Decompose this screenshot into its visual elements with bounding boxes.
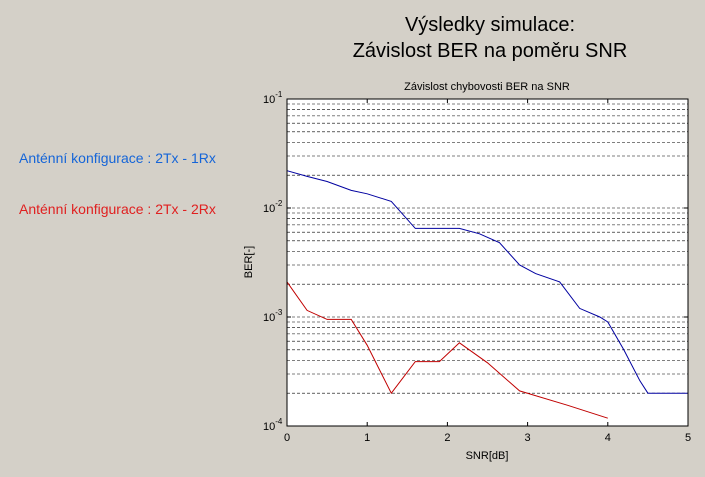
x-tick-label: 0: [284, 432, 290, 444]
y-tick-label: 10-3: [263, 308, 283, 324]
series-line-2: [286, 281, 608, 419]
x-tick-label: 3: [525, 432, 531, 444]
x-tick-label: 2: [444, 432, 450, 444]
main-title-line2: Závislost BER na poměru SNR: [352, 40, 628, 62]
series-layer: [286, 170, 688, 419]
x-axis-label: SNR[dB]: [466, 450, 509, 462]
plot-frame: [286, 98, 689, 427]
x-tick-label: 4: [605, 432, 611, 444]
y-tick-label: 10-1: [263, 90, 283, 106]
plot-area: [287, 99, 688, 426]
main-title: Výsledky simulace: Závislost BER na pomě…: [290, 12, 690, 64]
y-tick-label: 10-2: [263, 199, 283, 215]
chart-title: Závislost chybovosti BER na SNR: [404, 81, 570, 93]
legend-entry-2tx-1rx: Anténní konfigurace : 2Tx - 1Rx: [19, 150, 216, 166]
series-line-1: [286, 170, 688, 394]
legend-entry-2tx-2rx: Anténní konfigurace : 2Tx - 2Rx: [19, 201, 216, 217]
main-title-line1: Výsledky simulace:: [404, 14, 576, 36]
x-tick-label: 5: [685, 432, 691, 444]
y-tick-label: 10-4: [263, 417, 283, 433]
grid-lines: [287, 103, 688, 394]
y-axis-label: BER[-]: [243, 246, 255, 278]
x-tick-label: 1: [364, 432, 370, 444]
